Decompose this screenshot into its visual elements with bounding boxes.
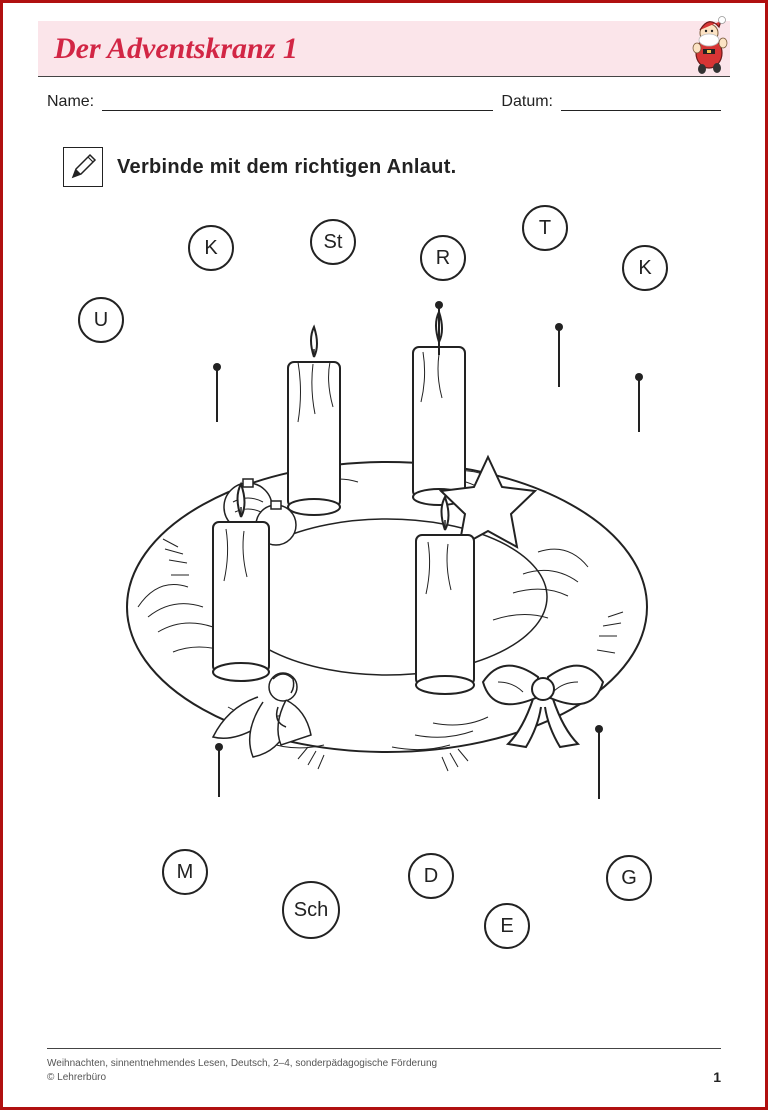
footer-line1: Weihnachten, sinnentnehmendes Lesen, Deu… <box>47 1057 437 1071</box>
letter-circle[interactable]: St <box>310 219 356 265</box>
page-number: 1 <box>713 1069 721 1085</box>
pencil-icon <box>68 152 98 182</box>
pin-marker <box>438 305 440 355</box>
header-bar: Der Adventskranz 1 <box>38 21 730 77</box>
santa-icon <box>683 13 735 75</box>
letter-circle[interactable]: K <box>188 225 234 271</box>
pencil-icon-box <box>63 147 103 187</box>
date-label: Datum: <box>501 93 553 111</box>
activity-area: K St R T K U M Sch DE G <box>38 187 730 967</box>
pin-marker <box>216 367 218 422</box>
letter-circle[interactable]: U <box>78 297 124 343</box>
letter-circle[interactable]: K <box>622 245 668 291</box>
footer-line2: © Lehrerbüro <box>47 1071 437 1085</box>
letter-circle[interactable]: M <box>162 849 208 895</box>
letter-circle[interactable]: T <box>522 205 568 251</box>
letter-circle[interactable]: E <box>484 903 530 949</box>
pin-marker <box>598 729 600 799</box>
letter-circle[interactable]: Sch <box>282 881 340 939</box>
letter-circle[interactable]: D <box>408 853 454 899</box>
worksheet-title: Der Adventskranz 1 <box>54 32 298 66</box>
meta-row: Name: Datum: <box>47 91 721 111</box>
instruction-row: Verbinde mit dem richtigen Anlaut. <box>63 147 721 187</box>
date-field[interactable] <box>561 91 721 111</box>
name-label: Name: <box>47 93 94 111</box>
instruction-text: Verbinde mit dem richtigen Anlaut. <box>117 156 457 179</box>
pin-marker <box>218 747 220 797</box>
name-field[interactable] <box>102 91 493 111</box>
letter-circle[interactable]: R <box>420 235 466 281</box>
pin-marker <box>638 377 640 432</box>
pin-marker <box>558 327 560 387</box>
footer-text: Weihnachten, sinnentnehmendes Lesen, Deu… <box>47 1057 437 1085</box>
advent-wreath-illustration <box>108 307 666 787</box>
footer: Weihnachten, sinnentnehmendes Lesen, Deu… <box>47 1048 721 1085</box>
letter-circle[interactable]: G <box>606 855 652 901</box>
